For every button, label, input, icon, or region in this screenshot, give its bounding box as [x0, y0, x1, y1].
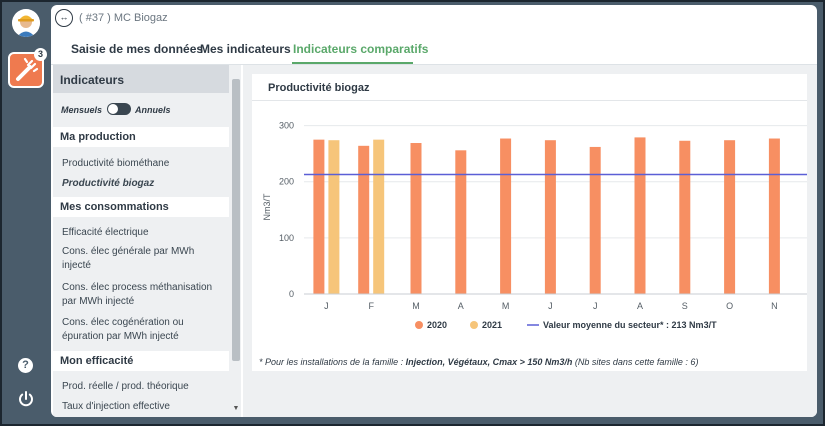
sidebar-item-cons-elec-cogeneration[interactable]: Cons. élec cogénération ou épuration par… — [62, 317, 184, 342]
sidebar-item-efficacite-electrique[interactable]: Efficacité électrique — [62, 227, 149, 238]
card-divider — [252, 100, 807, 101]
y-tick-label: 300 — [279, 121, 294, 131]
bar-2021-f — [373, 139, 385, 294]
x-tick-label: J — [548, 301, 553, 311]
legend-marker-2020 — [415, 321, 423, 329]
x-tick-label: O — [726, 301, 733, 311]
bar-chart: 0 100 200 300 Nm3/T J F M A M J J A S O N 2020 2021 Valeur… — [262, 121, 807, 330]
legend-label-2020: 2020 — [427, 320, 447, 330]
x-tick-label: M — [412, 301, 420, 311]
avatar[interactable] — [12, 9, 40, 37]
y-tick-label: 0 — [289, 289, 294, 299]
sidebar-item-cons-elec-generale[interactable]: Cons. élec générale par MWh injecté — [62, 246, 195, 271]
sidebar-item-taux-injection[interactable]: Taux d'injection effective — [62, 401, 170, 412]
x-tick-label: J — [593, 301, 598, 311]
scroll-down-icon[interactable]: ▼ — [232, 405, 240, 412]
bar-2020-f — [358, 145, 370, 294]
notification-badge: 3 — [34, 48, 47, 61]
bar-2020-j — [544, 140, 556, 294]
y-tick-label: 200 — [279, 177, 294, 187]
x-tick-label: S — [682, 301, 688, 311]
active-tab-indicator — [292, 62, 413, 64]
footnote-family: Injection, Végétaux, Cmax > 150 Nm3/h — [405, 357, 573, 367]
tab-indicateurs-comparatifs[interactable]: Indicateurs comparatifs — [293, 42, 429, 56]
legend-label-average: Valeur moyenne du secteur* : 213 Nm3/T — [543, 320, 717, 330]
bar-2020-a — [634, 137, 646, 294]
scroll-thumb[interactable] — [232, 79, 240, 361]
x-tick-label: A — [637, 301, 643, 311]
x-tick-label: N — [771, 301, 778, 311]
bar-2020-j — [589, 146, 601, 294]
bar-2021-j — [328, 140, 340, 294]
sidebar-item-productivite-biomethane[interactable]: Productivité biométhane — [62, 158, 170, 169]
sidebar-title: Indicateurs — [53, 65, 229, 93]
toggle-label-annuels: Annuels — [135, 105, 171, 115]
period-toggle[interactable] — [107, 103, 131, 115]
toggle-label-mensuels: Mensuels — [61, 105, 103, 115]
sidebar-scrollbar[interactable]: ▼ — [231, 65, 241, 417]
sidebar-item-cons-elec-process[interactable]: Cons. élec process méthanisation par MWh… — [62, 282, 213, 307]
bar-2020-j — [313, 139, 325, 294]
bar-2020-s — [679, 140, 691, 294]
bar-2020-m — [500, 138, 512, 294]
section-mes-consommations: Mes consommations — [53, 197, 229, 217]
legend-marker-2021 — [470, 321, 478, 329]
bar-2020-m — [410, 143, 422, 294]
top-bar: ↔ ( #37 ) MC Biogaz — [51, 5, 817, 33]
footnote-prefix: * Pour les installations de la famille : — [259, 357, 406, 367]
y-tick-label: 100 — [279, 233, 294, 243]
x-tick-label: M — [502, 301, 510, 311]
swap-arrows-icon[interactable]: ↔ — [55, 9, 73, 27]
bar-2020-o — [724, 140, 736, 294]
y-axis-label: Nm3/T — [262, 193, 272, 221]
chart-card: Productivité biogaz 0 100 200 300 Nm3/T J F M A M… — [252, 74, 807, 371]
x-tick-label: A — [458, 301, 464, 311]
bar-2020-n — [768, 138, 780, 294]
x-tick-label: F — [368, 301, 374, 311]
tab-divider — [51, 64, 817, 65]
site-title: ( #37 ) MC Biogaz — [79, 12, 168, 24]
content-area: Productivité biogaz 0 100 200 300 Nm3/T J F M A M… — [243, 65, 817, 417]
footnote-suffix: (Nb sites dans cette famille : 6) — [572, 357, 699, 367]
chart-footnote: * Pour les installations de la famille :… — [259, 357, 698, 367]
section-mon-efficacite: Mon efficacité — [53, 351, 229, 371]
x-tick-label: J — [324, 301, 329, 311]
bar-2020-a — [455, 150, 467, 294]
tab-saisie[interactable]: Saisie de mes données — [71, 42, 204, 56]
left-rail: 3 ? — [2, 2, 50, 424]
help-icon[interactable]: ? — [18, 358, 33, 373]
indicator-sidebar: Indicateurs Mensuels Annuels Ma producti… — [53, 65, 241, 417]
legend-label-2021: 2021 — [482, 320, 502, 330]
chart-title: Productivité biogaz — [268, 82, 370, 94]
power-icon[interactable] — [17, 390, 35, 408]
sidebar-item-productivite-biogaz[interactable]: Productivité biogaz — [62, 178, 155, 189]
section-ma-production: Ma production — [53, 127, 229, 147]
main-panel: ↔ ( #37 ) MC Biogaz Saisie de mes donnée… — [51, 5, 817, 417]
sidebar-item-prod-reelle[interactable]: Prod. réelle / prod. théorique — [62, 381, 189, 392]
tab-mes-indicateurs[interactable]: Mes indicateurs — [200, 42, 291, 56]
